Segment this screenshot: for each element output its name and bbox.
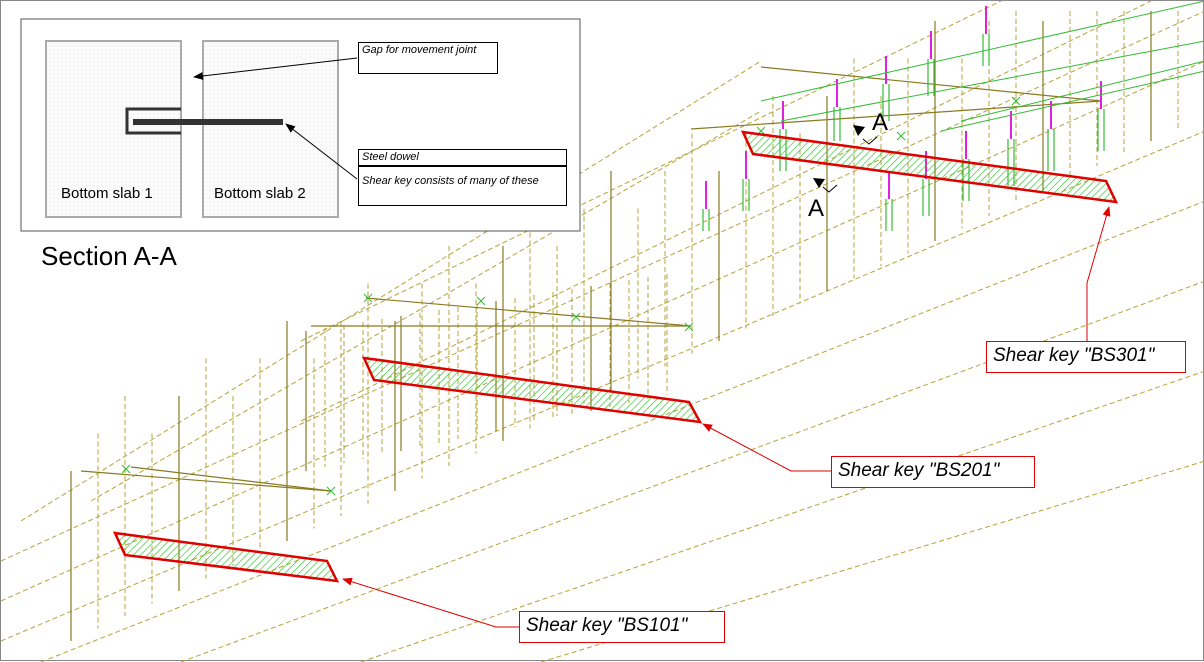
slab-2-label: Bottom slab 2 [214, 185, 306, 202]
gap-joint-label: Gap for movement joint [358, 42, 498, 74]
shear-key-bs201-label[interactable]: Shear key "BS201" [831, 456, 1035, 488]
shear-key-note-label: Shear key consists of many of these [358, 166, 567, 206]
dowel-sleeve [125, 107, 181, 135]
shear-key-bs101-label[interactable]: Shear key "BS101" [519, 611, 725, 643]
shear-key-bs101-outline[interactable] [112, 531, 340, 583]
section-marker-bottom-icon [813, 178, 825, 188]
slab-2-body [202, 40, 339, 218]
slab-1-label: Bottom slab 1 [61, 185, 153, 202]
leader-bs101 [342, 577, 519, 628]
slab-1-body [45, 40, 182, 218]
section-cut-tick-top [862, 136, 878, 145]
section-marker-top-icon [853, 125, 865, 136]
leader-bs301 [1086, 206, 1111, 368]
section-title: Section A-A [41, 241, 177, 271]
section-marker-top-letter: A [872, 109, 889, 136]
arrow-steel-dowel [285, 123, 358, 180]
leader-bs201 [702, 423, 831, 472]
shear-key-bs301-label[interactable]: Shear key "BS301" [986, 341, 1186, 373]
structure-edges [70, 11, 1152, 641]
shear-key-bs301-outline[interactable] [740, 130, 1119, 204]
arrow-gap-joint [193, 57, 358, 80]
rebar-group [121, 1, 1204, 496]
section-marker-bottom-letter: A [808, 195, 825, 222]
section-cut-tick-bottom [822, 184, 838, 193]
shear-key-bs201-outline[interactable] [361, 356, 703, 424]
steel-dowel-label: Steel dowel [358, 149, 567, 166]
